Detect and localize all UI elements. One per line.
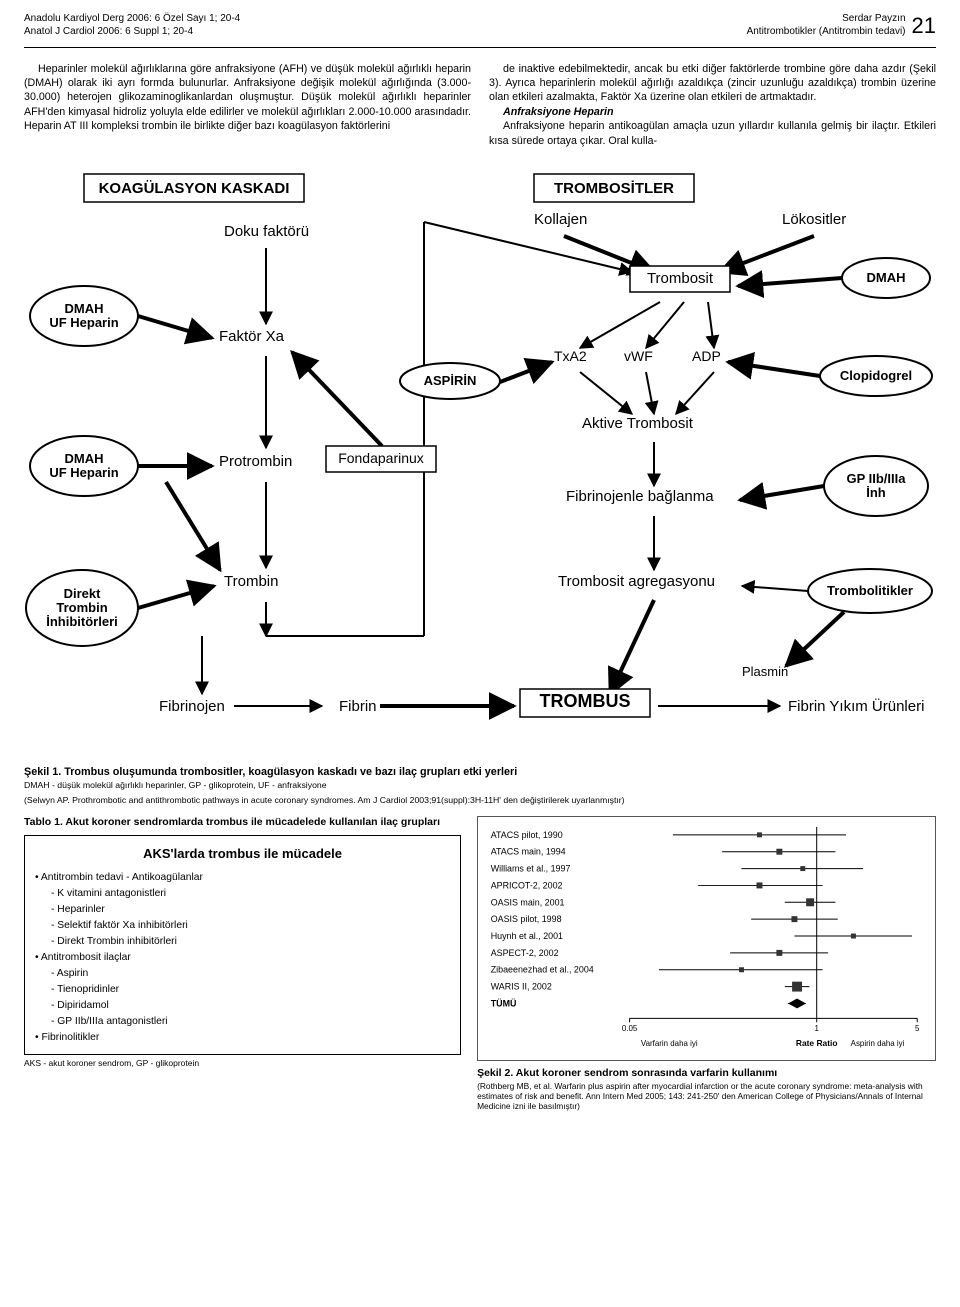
svg-text:WARIS II, 2002: WARIS II, 2002	[491, 982, 552, 992]
svg-text:5: 5	[915, 1024, 920, 1033]
table-1-item: Dipiridamol	[35, 998, 450, 1014]
figure-1-caption: Şekil 1. Trombus oluşumunda trombositler…	[0, 762, 960, 780]
table-1-item: Selektif faktör Xa inhibitörleri	[35, 918, 450, 934]
svg-text:ASPECT-2, 2002: ASPECT-2, 2002	[491, 948, 559, 958]
table-1-item: Aspirin	[35, 966, 450, 982]
svg-text:Fibrin Yıkım Ürünleri: Fibrin Yıkım Ürünleri	[788, 697, 924, 715]
svg-text:vWF: vWF	[624, 348, 653, 364]
body-col-right: de inaktive edebilmektedir, ancak bu etk…	[489, 62, 936, 149]
svg-text:TROMBOSİTLER: TROMBOSİTLER	[554, 180, 674, 197]
svg-text:Trombin: Trombin	[224, 573, 278, 590]
svg-text:Fondaparinux: Fondaparinux	[338, 450, 424, 466]
svg-text:UF Heparin: UF Heparin	[49, 315, 118, 330]
header-rule	[24, 47, 936, 48]
svg-text:DMAH: DMAH	[65, 451, 104, 466]
journal-en: Anatol J Cardiol 2006: 6 Suppl 1; 20-4	[24, 25, 240, 38]
para-right-1: de inaktive edebilmektedir, ancak bu etk…	[489, 62, 936, 105]
svg-text:Fibrinojenle bağlanma: Fibrinojenle bağlanma	[566, 488, 714, 505]
svg-text:TÜMÜ: TÜMÜ	[491, 998, 517, 1008]
table-1-list: Antitrombin tedavi - AntikoagülanlarK vi…	[35, 870, 450, 1045]
table-1-box: AKS'larda trombus ile mücadele Antitromb…	[24, 835, 461, 1055]
svg-text:1: 1	[815, 1024, 820, 1033]
figure-2-svg: ATACS pilot, 1990 ATACS main, 1994 William…	[478, 817, 935, 1060]
svg-text:Varfarin daha iyi: Varfarin daha iyi	[641, 1039, 698, 1048]
table-1-item: Tienopridinler	[35, 982, 450, 998]
svg-text:Aktive Trombosit: Aktive Trombosit	[582, 415, 694, 432]
svg-text:GP IIb/IIIa: GP IIb/IIIa	[846, 471, 906, 486]
page-header: Anadolu Kardiyol Derg 2006: 6 Özel Sayı …	[0, 0, 960, 47]
svg-text:Plasmin: Plasmin	[742, 664, 788, 679]
figure-2-container: ATACS pilot, 1990 ATACS main, 1994 William…	[477, 816, 936, 1111]
svg-text:Doku faktörü: Doku faktörü	[224, 223, 309, 240]
figure-2-note: (Rothberg MB, et al. Warfarin plus aspir…	[477, 1081, 936, 1111]
para-left: Heparinler molekül ağırlıklarına göre an…	[24, 62, 471, 134]
svg-text:Williams et al., 1997: Williams et al., 1997	[491, 864, 571, 874]
figure-1: KOAGÜLASYON KASKADITROMBOSİTLERDMAHUF He…	[24, 166, 936, 756]
svg-text:Faktör Xa: Faktör Xa	[219, 328, 285, 345]
svg-text:ASPİRİN: ASPİRİN	[424, 373, 477, 388]
table-1-item: Antitrombin tedavi - Antikoagülanlar	[35, 870, 450, 886]
svg-text:Direkt: Direkt	[64, 586, 102, 601]
svg-text:Trombin: Trombin	[56, 600, 107, 615]
figure-1-svg: KOAGÜLASYON KASKADITROMBOSİTLERDMAHUF He…	[24, 166, 936, 756]
table-1-item: Fibrinolitikler	[35, 1030, 450, 1046]
figure-1-note-1: DMAH - düşük molekül ağırlıklı heparinle…	[0, 780, 960, 795]
svg-text:Trombosit agregasyonu: Trombosit agregasyonu	[558, 573, 715, 590]
table-1-item: Direkt Trombin inhibitörleri	[35, 934, 450, 950]
svg-text:OASIS main, 2001: OASIS main, 2001	[491, 897, 565, 907]
svg-text:Aspirin daha iyi: Aspirin daha iyi	[851, 1039, 905, 1048]
table-1-box-title: AKS'larda trombus ile mücadele	[35, 844, 450, 864]
body-columns: Heparinler molekül ağırlıklarına göre an…	[0, 62, 960, 159]
svg-text:Lökositler: Lökositler	[782, 211, 846, 228]
header-left: Anadolu Kardiyol Derg 2006: 6 Özel Sayı …	[24, 12, 240, 38]
svg-text:Kollajen: Kollajen	[534, 211, 587, 228]
para-right-2: Anfraksiyone heparin antikoagülan amaçla…	[489, 119, 936, 148]
svg-text:Trombolitikler: Trombolitikler	[827, 583, 913, 598]
table-1-title: Tablo 1. Akut koroner sendromlarda tromb…	[24, 816, 461, 829]
topic: Antitrombotikler (Antitrombin tedavi)	[747, 25, 906, 38]
svg-text:Rate Ratio: Rate Ratio	[796, 1038, 838, 1048]
svg-text:TROMBUS: TROMBUS	[540, 691, 631, 711]
table-1-item: Heparinler	[35, 902, 450, 918]
svg-text:Protrombin: Protrombin	[219, 453, 292, 470]
svg-text:UF Heparin: UF Heparin	[49, 465, 118, 480]
table-1-footnote: AKS - akut koroner sendrom, GP - glikopr…	[24, 1058, 461, 1068]
svg-text:Trombosit: Trombosit	[647, 270, 714, 287]
figure-1-note-2: (Selwyn AP. Prothrombotic and antithromb…	[0, 795, 960, 810]
figure-2-box: ATACS pilot, 1990 ATACS main, 1994 William…	[477, 816, 936, 1061]
svg-text:Clopidogrel: Clopidogrel	[840, 368, 912, 383]
table-1-item: K vitamini antagonistleri	[35, 886, 450, 902]
svg-text:0.05: 0.05	[622, 1024, 638, 1033]
svg-text:İnhibitörleri: İnhibitörleri	[46, 614, 118, 629]
table-1-item: Antitrombosit ilaçlar	[35, 950, 450, 966]
svg-text:ADP: ADP	[692, 348, 721, 364]
svg-text:DMAH: DMAH	[867, 270, 906, 285]
table-1-item: GP IIb/IIIa antagonistleri	[35, 1014, 450, 1030]
svg-text:TxA2: TxA2	[554, 348, 587, 364]
svg-text:OASIS pilot, 1998: OASIS pilot, 1998	[491, 914, 562, 924]
figure-2-caption: Şekil 2. Akut koroner sendrom sonrasında…	[477, 1067, 936, 1079]
header-right: Serdar Payzın Antitrombotikler (Antitrom…	[747, 12, 936, 41]
svg-text:KOAGÜLASYON KASKADI: KOAGÜLASYON KASKADI	[99, 180, 290, 197]
svg-text:ATACS main, 1994: ATACS main, 1994	[491, 847, 566, 857]
lower-section: Tablo 1. Akut koroner sendromlarda tromb…	[0, 810, 960, 1125]
svg-text:İnh: İnh	[866, 485, 886, 500]
table-1-container: Tablo 1. Akut koroner sendromlarda tromb…	[24, 816, 461, 1111]
journal-tr: Anadolu Kardiyol Derg 2006: 6 Özel Sayı …	[24, 12, 240, 25]
svg-text:Huynh et al., 2001: Huynh et al., 2001	[491, 931, 563, 941]
svg-text:ATACS pilot, 1990: ATACS pilot, 1990	[491, 830, 563, 840]
svg-text:DMAH: DMAH	[65, 301, 104, 316]
svg-text:Fibrin: Fibrin	[339, 698, 377, 715]
para-right-heading: Anfraksiyone Heparin	[489, 105, 936, 119]
body-col-left: Heparinler molekül ağırlıklarına göre an…	[24, 62, 471, 149]
author: Serdar Payzın	[747, 12, 906, 25]
page-number: 21	[912, 12, 936, 41]
svg-text:Fibrinojen: Fibrinojen	[159, 698, 225, 715]
svg-text:APRICOT-2, 2002: APRICOT-2, 2002	[491, 880, 563, 890]
svg-text:Zibaeenezhad et al., 2004: Zibaeenezhad et al., 2004	[491, 965, 594, 975]
